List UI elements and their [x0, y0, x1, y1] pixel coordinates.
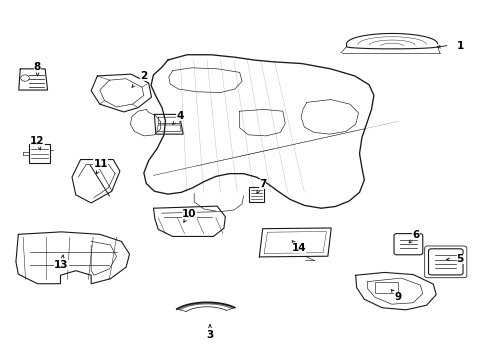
Text: 13: 13	[54, 260, 68, 270]
Text: 7: 7	[259, 179, 266, 189]
Text: 14: 14	[291, 243, 306, 253]
Text: 2: 2	[140, 71, 147, 81]
Text: 1: 1	[456, 41, 463, 51]
Text: 8: 8	[34, 62, 41, 72]
Bar	[249, 187, 263, 202]
Text: 3: 3	[206, 330, 213, 340]
Text: 6: 6	[411, 230, 419, 240]
Text: 12: 12	[30, 136, 44, 146]
Text: 10: 10	[182, 208, 196, 219]
Text: 11: 11	[93, 159, 108, 169]
Text: 5: 5	[456, 255, 463, 264]
Text: 9: 9	[393, 292, 401, 302]
Text: 4: 4	[176, 112, 183, 121]
Bar	[374, 282, 397, 293]
